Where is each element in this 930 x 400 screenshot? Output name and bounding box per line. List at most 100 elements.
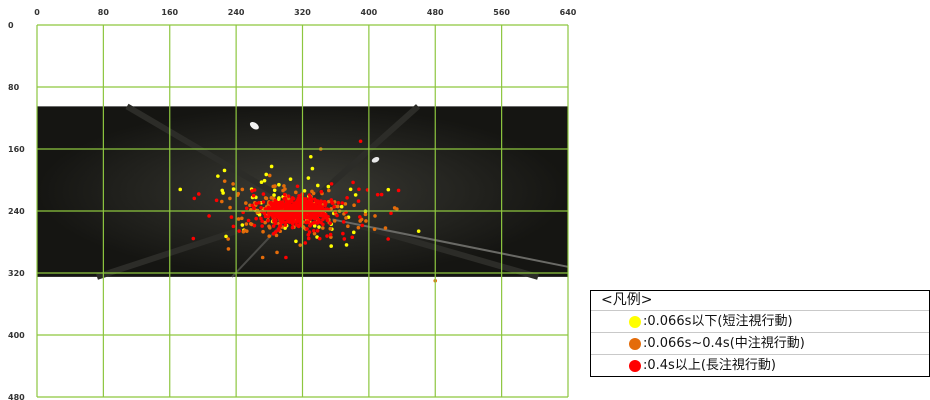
gaze-point (244, 201, 248, 205)
legend-label-short: :0.066s以下(短注視行動) (643, 314, 793, 329)
gaze-point (196, 192, 201, 196)
gaze-point (254, 216, 258, 221)
gaze-point (192, 196, 197, 201)
gaze-point (214, 198, 219, 203)
gaze-point (277, 224, 282, 228)
gaze-point (336, 201, 341, 205)
gaze-point (273, 198, 278, 203)
gaze-point (351, 230, 356, 235)
gaze-point (240, 187, 245, 192)
gaze-point (226, 247, 231, 251)
gaze-point (315, 183, 320, 188)
gaze-point (286, 196, 291, 201)
gaze-point (280, 217, 285, 222)
gaze-point (321, 217, 325, 222)
gaze-point (344, 216, 348, 220)
gaze-point (295, 184, 300, 189)
gaze-point (344, 243, 349, 247)
gaze-point (263, 214, 268, 219)
gaze-point (358, 219, 362, 223)
gaze-point (325, 218, 330, 223)
gaze-point (308, 154, 313, 159)
gaze-point (244, 222, 249, 226)
gaze-point (277, 202, 282, 207)
gaze-point (261, 229, 265, 234)
gaze-point (272, 188, 277, 193)
gaze-point (272, 212, 276, 216)
gaze-point (266, 211, 271, 215)
gaze-point (269, 196, 274, 200)
gaze-point (267, 224, 271, 229)
gaze-point (312, 216, 317, 221)
gaze-point (372, 227, 377, 232)
gaze-point (327, 188, 331, 193)
gaze-point (351, 180, 355, 185)
gaze-point (287, 200, 291, 205)
gaze-point (224, 234, 228, 239)
gaze-point (266, 218, 270, 223)
gaze-point (290, 225, 295, 230)
gaze-point (294, 213, 299, 217)
gaze-point (274, 233, 279, 238)
gaze-point (273, 230, 278, 234)
road-marking (332, 218, 569, 268)
gaze-point (228, 205, 232, 210)
gaze-point (295, 217, 300, 222)
gaze-point (329, 198, 334, 202)
gaze-point (257, 212, 262, 217)
gaze-point (264, 172, 269, 177)
x-tick-label: 0 (34, 8, 40, 17)
gaze-point (330, 201, 335, 206)
gaze-point (276, 197, 281, 202)
gaze-point (240, 223, 245, 227)
gaze-point (291, 210, 296, 215)
gaze-point (320, 205, 325, 209)
gaze-point (260, 224, 264, 228)
gaze-point (290, 196, 295, 200)
gaze-point (312, 231, 317, 236)
gaze-point (222, 168, 227, 173)
x-tick-label: 640 (560, 8, 577, 17)
gaze-point (272, 218, 277, 222)
gaze-point (353, 193, 358, 197)
gaze-point (231, 187, 236, 191)
gaze-point (266, 205, 271, 210)
x-tick-label: 320 (294, 8, 311, 17)
legend-item-medium: :0.066s~0.4s(中注視行動) (591, 333, 929, 355)
gaze-point (237, 229, 241, 233)
x-tick-label: 560 (493, 8, 510, 17)
gaze-point (268, 201, 272, 205)
tunnel-light (371, 157, 380, 163)
gaze-point (270, 205, 275, 210)
gaze-point (306, 236, 311, 241)
gaze-point (379, 192, 384, 197)
y-tick-label: 480 (8, 393, 25, 400)
x-tick-label: 400 (361, 8, 378, 17)
gaze-point (326, 184, 331, 189)
gaze-point (321, 222, 325, 227)
gaze-point (260, 219, 264, 223)
gaze-point (383, 226, 388, 230)
gaze-point (273, 221, 278, 226)
gaze-point (303, 197, 308, 201)
gaze-point (356, 225, 361, 230)
gaze-point (336, 204, 340, 209)
gaze-point (306, 220, 311, 225)
gaze-point (375, 192, 380, 197)
gaze-point (352, 203, 356, 208)
gaze-point (332, 219, 337, 223)
gaze-point (339, 204, 344, 209)
gaze-point (356, 199, 361, 203)
gaze-point (252, 223, 257, 228)
gaze-point (271, 224, 276, 228)
gaze-point (328, 232, 333, 237)
gaze-point (303, 204, 308, 208)
gaze-point (389, 211, 393, 216)
gaze-point (295, 206, 300, 211)
legend-dot-yellow (629, 315, 641, 328)
x-tick-label: 160 (161, 8, 178, 17)
gaze-point (360, 223, 365, 228)
gaze-point (329, 244, 333, 248)
gaze-point (310, 200, 314, 205)
gaze-point (240, 216, 244, 221)
